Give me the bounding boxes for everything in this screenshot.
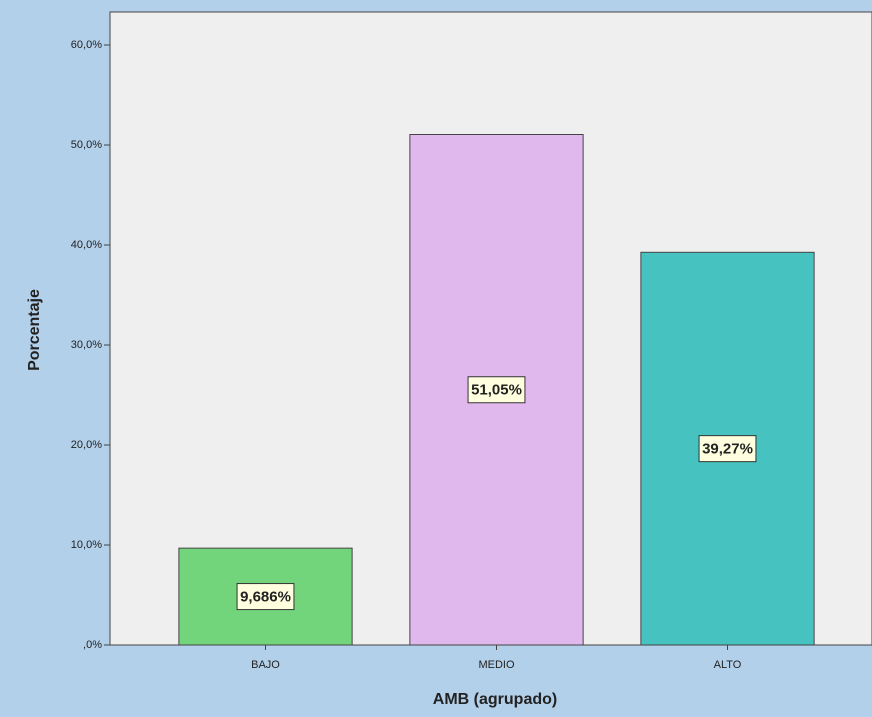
y-axis-title: Porcentaje bbox=[26, 289, 43, 371]
value-label-box bbox=[236, 583, 295, 611]
x-tick-label: MEDIO bbox=[478, 659, 515, 671]
y-tick-label: 60,0% bbox=[71, 39, 102, 51]
y-tick-label: 40,0% bbox=[71, 239, 102, 251]
x-tick-label: ALTO bbox=[714, 659, 742, 671]
y-tick-label: 30,0% bbox=[71, 339, 102, 351]
value-label-box bbox=[467, 376, 526, 404]
value-label: 9,686% bbox=[240, 589, 291, 606]
value-label-box bbox=[698, 435, 757, 463]
value-label: 51,05% bbox=[471, 382, 522, 399]
y-tick-label: 50,0% bbox=[71, 139, 102, 151]
x-axis-title: AMB (agrupado) bbox=[433, 691, 557, 708]
x-tick-label: BAJO bbox=[251, 659, 280, 671]
y-tick-label: 20,0% bbox=[71, 439, 102, 451]
value-label: 39,27% bbox=[702, 441, 753, 458]
y-tick-label: 10,0% bbox=[71, 539, 102, 551]
y-tick-label: ,0% bbox=[83, 639, 102, 651]
